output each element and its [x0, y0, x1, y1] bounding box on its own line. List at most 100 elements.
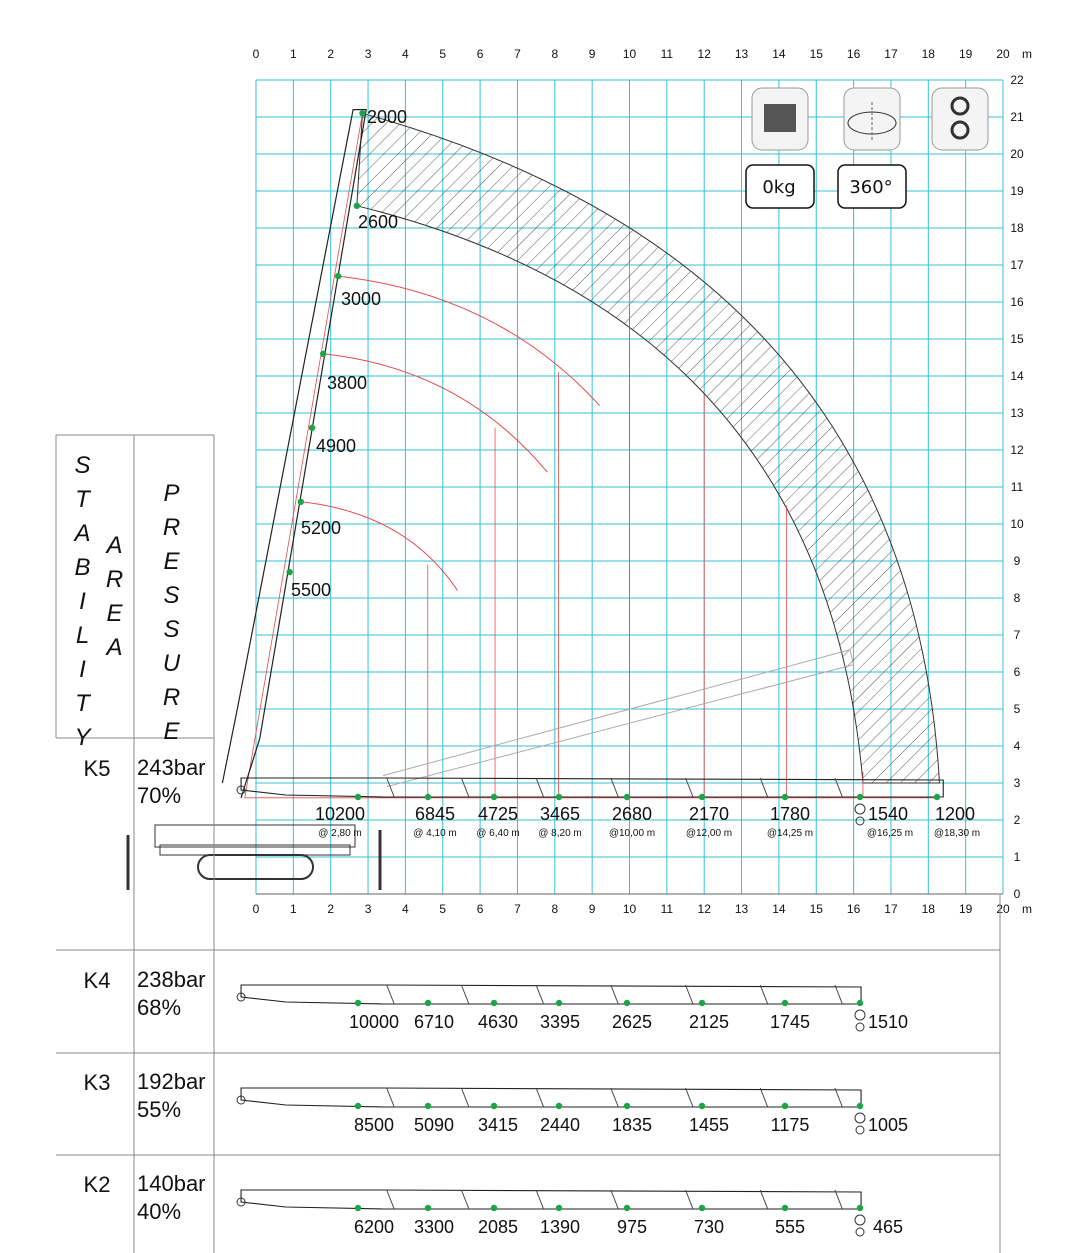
load-label: 1005 — [868, 1115, 908, 1135]
y-tick-label: 3 — [1014, 776, 1021, 790]
radius-label: @14,25 m — [767, 828, 813, 839]
x-tick-label-top: 1 — [290, 47, 297, 61]
load-point — [781, 999, 789, 1007]
load-label: 2125 — [689, 1012, 729, 1032]
radius-label: @ 2,80 m — [318, 828, 362, 839]
load-label: 10000 — [349, 1012, 399, 1032]
y-tick-label: 7 — [1014, 628, 1021, 642]
x-tick-label-top: 3 — [365, 47, 372, 61]
load-label: 730 — [694, 1217, 724, 1237]
load-point — [856, 1102, 864, 1110]
hook-icon — [854, 1112, 866, 1124]
y-tick-label: 20 — [1010, 147, 1024, 161]
boom-section — [535, 1189, 545, 1210]
hook-icon — [931, 87, 989, 151]
y-tick-label: 15 — [1010, 332, 1024, 346]
load-point — [698, 793, 706, 801]
boom-section — [685, 1087, 694, 1108]
boom-section — [386, 1087, 395, 1108]
hook-icon — [855, 1125, 865, 1135]
load-points — [286, 110, 941, 1237]
load-point — [354, 999, 362, 1007]
load-point — [490, 999, 498, 1007]
horizontal-boom — [240, 1087, 862, 1108]
x-tick-label-top: 12 — [698, 47, 712, 61]
load-label: 3300 — [414, 1217, 454, 1237]
y-tick-label: 14 — [1010, 369, 1024, 383]
x-tick-label-top: 13 — [735, 47, 749, 61]
y-tick-label: 2 — [1014, 813, 1021, 827]
load-point — [320, 350, 327, 357]
load-point — [698, 999, 706, 1007]
x-tick-label-bottom: 1 — [290, 902, 297, 916]
load-point — [424, 999, 432, 1007]
x-tick-label-bottom: 0 — [253, 902, 260, 916]
boom-section — [535, 1087, 545, 1108]
load-label: 4900 — [316, 436, 356, 456]
load-label: 1540 — [868, 804, 908, 824]
load-label: 1835 — [612, 1115, 652, 1135]
load-label: 3000 — [341, 289, 381, 309]
x-tick-label-top: 2 — [327, 47, 334, 61]
load-label: 6710 — [414, 1012, 454, 1032]
y-tick-label: 17 — [1010, 258, 1024, 272]
radius-label: @ 8,20 m — [538, 828, 582, 839]
radius-label: @10,00 m — [609, 828, 655, 839]
load-point — [334, 272, 342, 280]
load-point — [354, 1204, 362, 1212]
load-point — [354, 793, 362, 801]
boom-section — [386, 777, 395, 798]
load-arc — [338, 275, 600, 406]
x-tick-label-top: 17 — [884, 47, 898, 61]
boom-pivot — [236, 1095, 246, 1105]
y-tick-label: 9 — [1014, 554, 1021, 568]
load-label: 6845 — [415, 804, 455, 824]
x-tick-label-top: 20 — [996, 47, 1010, 61]
load-point — [781, 1204, 789, 1212]
load-label: 2440 — [540, 1115, 580, 1135]
load-point — [555, 793, 563, 801]
load-point — [490, 793, 498, 801]
load-arc — [300, 501, 459, 591]
boom-section — [834, 1189, 843, 1210]
x-tick-label-top: 6 — [477, 47, 484, 61]
horizontal-boom — [240, 984, 862, 1005]
load-label: 465 — [873, 1217, 903, 1237]
load-point — [555, 1204, 563, 1212]
boom-drawings — [221, 109, 944, 1210]
load-label: 1175 — [771, 1115, 810, 1135]
boom-section — [834, 984, 843, 1005]
horizontal-boom — [240, 777, 944, 798]
load-label: 2625 — [612, 1012, 652, 1032]
load-label: 1745 — [770, 1012, 810, 1032]
boom-pivot — [236, 992, 246, 1002]
load-point — [856, 999, 864, 1007]
y-tick-label: 21 — [1010, 110, 1024, 124]
boom-section — [610, 777, 619, 798]
indicator-panel: 0kg 360° — [745, 87, 989, 209]
crane-base — [126, 824, 382, 890]
config-label: K2 — [84, 1172, 111, 1197]
x-tick-label-top: 19 — [959, 47, 973, 61]
boom-section — [535, 984, 545, 1005]
x-unit-bottom: m — [1022, 902, 1032, 916]
y-tick-label: 6 — [1014, 665, 1021, 679]
load-point — [490, 1102, 498, 1110]
percent-value: 40% — [137, 1199, 181, 1224]
y-tick-label: 22 — [1010, 73, 1024, 87]
load-point — [623, 793, 631, 801]
boom-section — [834, 1087, 843, 1108]
x-tick-label-bottom: 7 — [514, 902, 521, 916]
pressure-value: 238bar — [137, 967, 206, 992]
hook-icon — [855, 1227, 865, 1237]
load-label: 2085 — [478, 1217, 518, 1237]
load-point — [424, 793, 432, 801]
hook-icon — [854, 803, 866, 815]
x-tick-label-bottom: 14 — [772, 902, 786, 916]
stability-label: STABILITY — [69, 452, 96, 758]
boom-section — [460, 777, 470, 798]
boom-section — [460, 984, 470, 1005]
x-tick-label-top: 11 — [661, 47, 674, 61]
load-point — [856, 1204, 864, 1212]
